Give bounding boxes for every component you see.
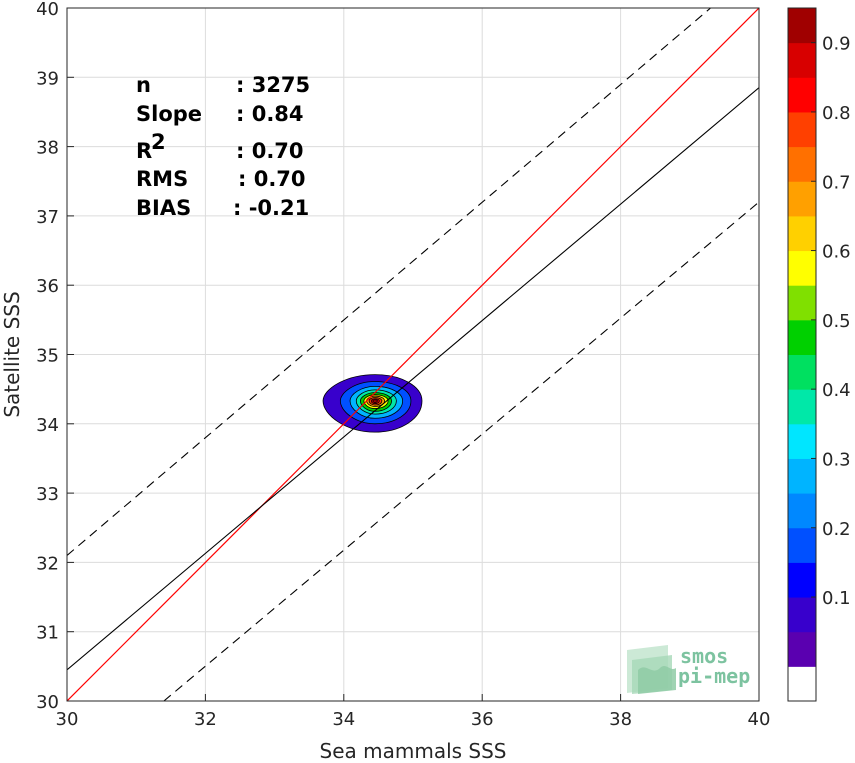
stat-key-n: n (136, 73, 151, 97)
y-tick-label: 33 (36, 484, 59, 505)
y-tick-label: 39 (36, 68, 59, 89)
colorbar-tick-label: 0.8 (822, 103, 851, 124)
colorbar-segment (788, 493, 816, 529)
colorbar-tick-label: 0.3 (822, 449, 851, 470)
reference-lines (67, 8, 759, 701)
colorbar-segment (788, 215, 816, 252)
y-tick-label: 34 (36, 415, 59, 436)
x-tick-label: 34 (332, 709, 355, 730)
stat-value-rms: : 0.70 (238, 167, 306, 191)
y-tick-label: 35 (36, 346, 59, 367)
logo-line2: pi-mep (678, 664, 750, 688)
x-tick-label: 36 (471, 709, 494, 730)
colorbar-tick-label: 0.9 (822, 34, 851, 55)
colorbar-segment (788, 562, 816, 598)
y-axis-ticks: 30 31 32 33 34 35 36 37 38 39 40 (36, 0, 74, 713)
colorbar-tick-label: 0.6 (822, 242, 851, 263)
colorbar-tick-label: 0.2 (822, 519, 851, 540)
colorbar-segment (788, 319, 816, 355)
colorbar-segment (788, 666, 816, 702)
y-tick-label: 30 (36, 692, 59, 713)
upper-bound-line (67, 8, 711, 556)
y-tick-label: 36 (36, 276, 59, 297)
colorbar-tick-label: 0.7 (822, 172, 851, 193)
stat-value-n: : 3275 (236, 73, 310, 97)
stat-key-slope: Slope (136, 102, 202, 126)
colorbar-segment (788, 8, 816, 44)
stat-value-slope: : 0.84 (236, 102, 304, 126)
colorbar-segment (788, 423, 816, 459)
colorbar-tick-label: 0.1 (822, 588, 851, 609)
colorbar-segment (788, 111, 816, 148)
colorbar-segment (788, 77, 816, 113)
x-tick-label: 40 (748, 709, 771, 730)
colorbar-segment (788, 146, 816, 182)
smos-pimep-logo: smos pi-mep (627, 644, 750, 694)
regression-line (67, 87, 759, 671)
x-tick-label: 38 (609, 709, 632, 730)
y-tick-label: 37 (36, 207, 59, 228)
density-contours (322, 374, 423, 433)
y-tick-label: 31 (36, 623, 59, 644)
logo-line1: smos (680, 644, 728, 668)
x-axis-label: Sea mammals SSS (320, 739, 507, 763)
colorbar-segment (788, 42, 816, 78)
stat-key-superscript: 2 (151, 130, 166, 154)
y-tick-label: 32 (36, 553, 59, 574)
density-contour (372, 399, 378, 403)
colorbar-frame (787, 7, 817, 702)
colorbar: 0.10.20.30.40.50.60.70.80.91 (787, 7, 851, 702)
stat-value-bias: : -0.21 (233, 196, 309, 220)
colorbar-tick-label: 0.5 (822, 311, 851, 332)
colorbar-segment (788, 389, 816, 425)
stats-box: n : 3275 Slope : 0.84 R2 : 0.70 RMS : 0.70 BIAS:… (136, 73, 310, 220)
x-axis-ticks: 30 32 34 36 38 40 (56, 694, 771, 730)
colorbar-segment (788, 631, 816, 667)
colorbar-tick-label: 0.4 (822, 380, 851, 401)
stat-key-bias: BIAS (136, 196, 191, 220)
y-axis-label: Satellite SSS (0, 291, 24, 417)
x-tick-label: 30 (56, 709, 79, 730)
colorbar-segment (788, 250, 816, 286)
identity-line (67, 8, 759, 701)
x-tick-label: 32 (194, 709, 217, 730)
stat-key-r: R (136, 139, 152, 163)
stat-key-rms: RMS (136, 167, 188, 191)
colorbar-segment (788, 597, 816, 633)
colorbar-segment (788, 354, 816, 390)
colorbar-segment (788, 458, 816, 494)
colorbar-segment (788, 181, 816, 217)
stat-value-r: : 0.70 (236, 139, 304, 163)
y-tick-label: 38 (36, 138, 59, 159)
y-tick-label: 40 (36, 0, 59, 20)
lower-bound-line (163, 201, 759, 701)
colorbar-segment (788, 527, 816, 563)
colorbar-segment (788, 285, 816, 321)
logo-wave-icon (627, 645, 676, 694)
